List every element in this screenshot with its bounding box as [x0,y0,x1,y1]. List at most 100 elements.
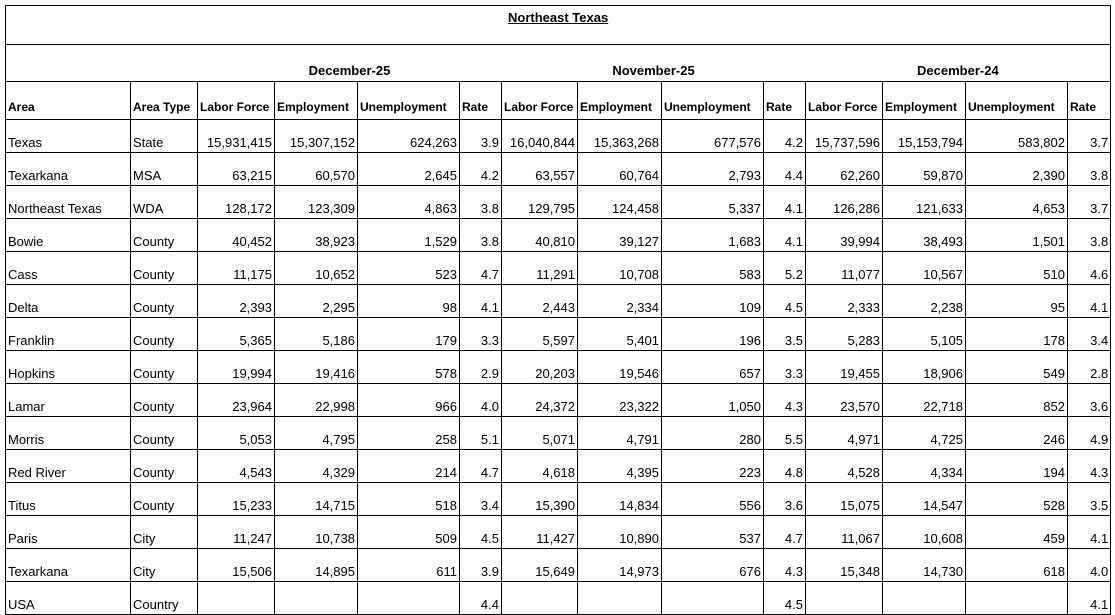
number-cell: 4.8 [763,449,806,483]
number-cell: 3.7 [1066,119,1112,153]
number-cell: 280 [661,416,764,450]
data-row: Hopkins County 19,994 19,416 578 2.9 20,203 19,… [5,350,1112,384]
number-cell: 1,529 [357,218,460,252]
number-cell: 3.5 [763,317,806,351]
number-cell: 11,077 [805,251,883,285]
number-cell: 2,793 [661,152,764,186]
number-cell: 4.1 [1066,284,1112,318]
number-cell: 128,172 [197,185,275,219]
number-cell: 15,931,415 [197,119,275,153]
text-cell: USA [5,581,131,615]
column-header: Labor Force [501,81,578,120]
number-cell: 5,365 [197,317,275,351]
number-cell: 523 [357,251,460,285]
number-cell: 2.9 [459,350,502,384]
text-cell: Morris [5,416,131,450]
text-cell: WDA [130,185,198,219]
number-cell: 5,597 [501,317,578,351]
number-cell: 4,329 [274,449,358,483]
number-cell: 549 [965,350,1068,384]
number-cell: 39,994 [805,218,883,252]
number-cell: 4,863 [357,185,460,219]
number-cell: 1,050 [661,383,764,417]
number-cell: 4.5 [459,515,502,549]
data-row: Texarkana MSA 63,215 60,570 2,645 4.2 63,557 60… [5,152,1112,186]
number-cell: 11,067 [805,515,883,549]
period-header: November-25 [501,44,806,82]
number-cell: 15,363,268 [577,119,662,153]
number-cell: 4.4 [459,581,502,615]
number-cell: 4,528 [805,449,883,483]
number-cell: 4.0 [1066,548,1112,582]
number-cell: 223 [661,449,764,483]
number-cell: 4,971 [805,416,883,450]
data-row: USA Country 4.4 4.5 4.1 [5,581,1112,615]
number-cell: 23,322 [577,383,662,417]
number-cell: 5,071 [501,416,578,450]
number-cell: 2,295 [274,284,358,318]
number-cell: 4.1 [459,284,502,318]
number-cell: 246 [965,416,1068,450]
number-cell: 258 [357,416,460,450]
number-cell: 4.5 [763,284,806,318]
number-cell: 60,570 [274,152,358,186]
number-cell: 15,075 [805,482,883,516]
number-cell: 2,334 [577,284,662,318]
number-cell: 15,153,794 [882,119,966,153]
text-cell: City [130,548,198,582]
number-cell: 38,923 [274,218,358,252]
number-cell: 5,105 [882,317,966,351]
number-cell: 15,348 [805,548,883,582]
number-cell: 123,309 [274,185,358,219]
number-cell: 10,890 [577,515,662,549]
text-cell: Lamar [5,383,131,417]
number-cell: 11,427 [501,515,578,549]
number-cell: 23,964 [197,383,275,417]
number-cell: 5.5 [763,416,806,450]
data-row: Paris City 11,247 10,738 509 4.5 11,427 10,890 5… [5,515,1112,549]
number-cell: 40,452 [197,218,275,252]
number-cell: 624,263 [357,119,460,153]
text-cell: Texas [5,119,131,153]
title-row: Northeast Texas [4,5,1112,45]
text-cell: County [130,284,198,318]
data-row: Texarkana City 15,506 14,895 611 3.9 15,649 14,… [5,548,1112,582]
number-cell: 4.3 [763,548,806,582]
number-cell: 4.0 [459,383,502,417]
number-cell: 121,633 [882,185,966,219]
number-cell: 3.4 [1066,317,1112,351]
number-cell: 129,795 [501,185,578,219]
number-cell: 19,455 [805,350,883,384]
column-header: Unemployment [661,81,764,120]
number-cell: 676 [661,548,764,582]
number-cell: 15,390 [501,482,578,516]
text-cell: County [130,317,198,351]
number-cell: 4,543 [197,449,275,483]
text-cell: County [130,251,198,285]
number-cell: 194 [965,449,1068,483]
number-cell: 3.3 [763,350,806,384]
text-cell: MSA [130,152,198,186]
labor-table: Northeast Texas December-25 November-25 … [4,5,1112,615]
text-cell: Northeast Texas [5,185,131,219]
number-cell: 16,040,844 [501,119,578,153]
number-cell: 2,645 [357,152,460,186]
number-cell [882,581,966,615]
number-cell: 4,791 [577,416,662,450]
number-cell: 583 [661,251,764,285]
number-cell: 578 [357,350,460,384]
number-cell: 15,233 [197,482,275,516]
number-cell: 23,570 [805,383,883,417]
data-row: Morris County 5,053 4,795 258 5.1 5,071 4,791 28… [5,416,1112,450]
number-cell: 518 [357,482,460,516]
number-cell [501,581,578,615]
title-cell: Northeast Texas [4,5,1112,45]
number-cell: 63,215 [197,152,275,186]
number-cell: 14,730 [882,548,966,582]
data-row: Lamar County 23,964 22,998 966 4.0 24,372 23,32… [5,383,1112,417]
number-cell: 2,390 [965,152,1068,186]
number-cell: 22,718 [882,383,966,417]
period-row: December-25 November-25 December-24 [5,44,1112,82]
number-cell: 5,053 [197,416,275,450]
number-cell: 4.4 [763,152,806,186]
